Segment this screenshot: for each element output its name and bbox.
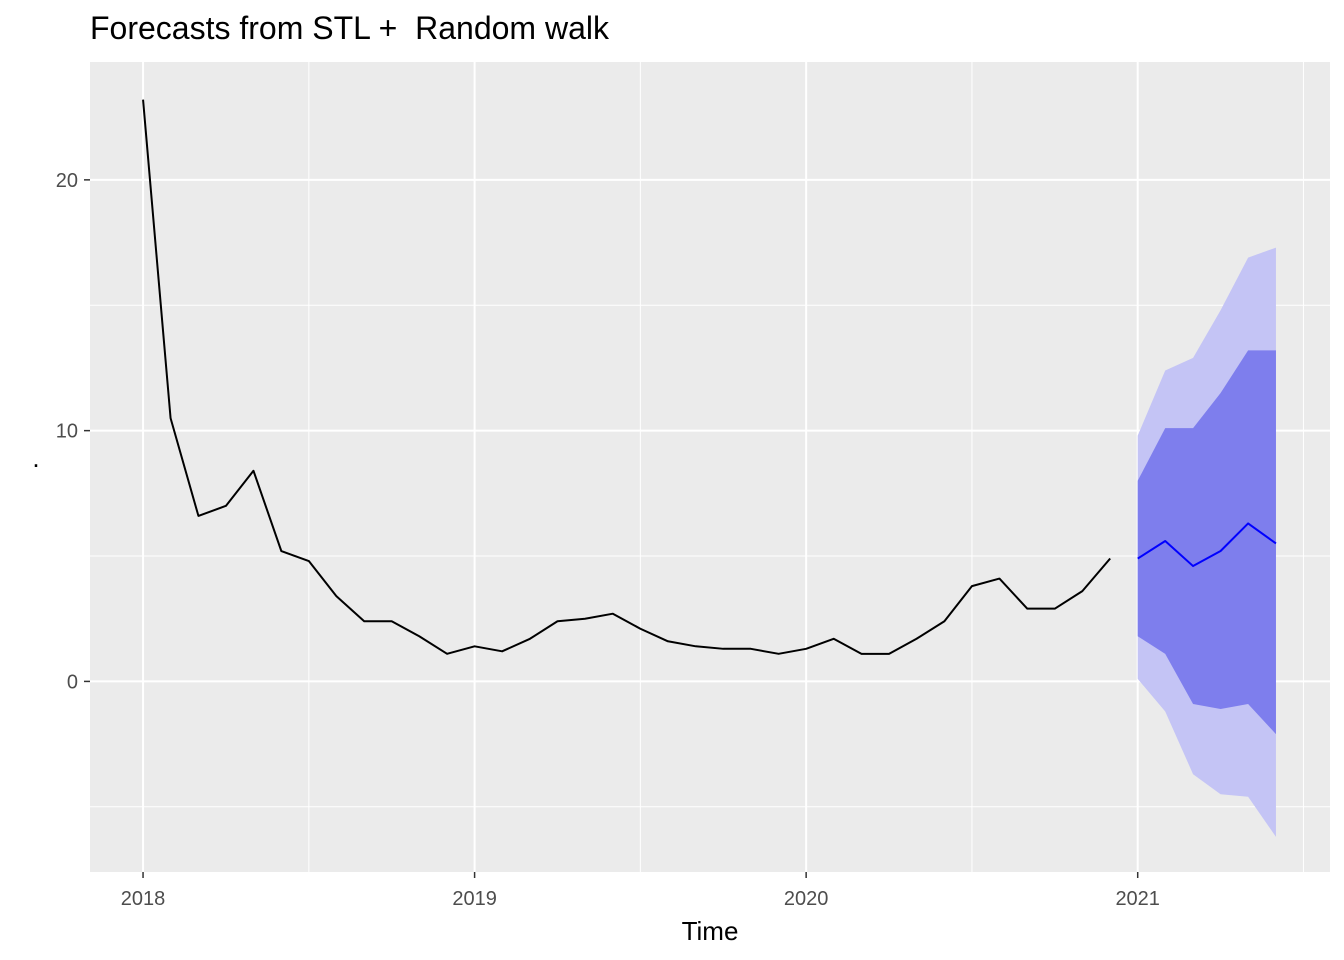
x-tick-label: 2018	[121, 888, 166, 910]
y-tick-label: 20	[56, 170, 78, 192]
plot-panel	[90, 62, 1330, 872]
axes: 2018 2019 2020 2021 0 10 20	[56, 170, 1160, 910]
y-tick-label: 10	[56, 421, 78, 443]
band-80	[1137, 350, 1276, 735]
series-lines	[142, 99, 1277, 655]
observed-series-line	[142, 99, 1111, 655]
x-axis-title: Time	[682, 916, 739, 946]
y-axis-title: .	[32, 443, 39, 473]
forecast-series-line	[1137, 522, 1277, 568]
y-tick-label: 0	[67, 671, 78, 693]
x-tick-label: 2019	[452, 888, 497, 910]
prediction-intervals	[1137, 247, 1276, 837]
chart-title: Forecasts from STL + Random walk	[90, 10, 609, 46]
x-tick-label: 2021	[1115, 888, 1160, 910]
x-tick-label: 2020	[784, 888, 829, 910]
